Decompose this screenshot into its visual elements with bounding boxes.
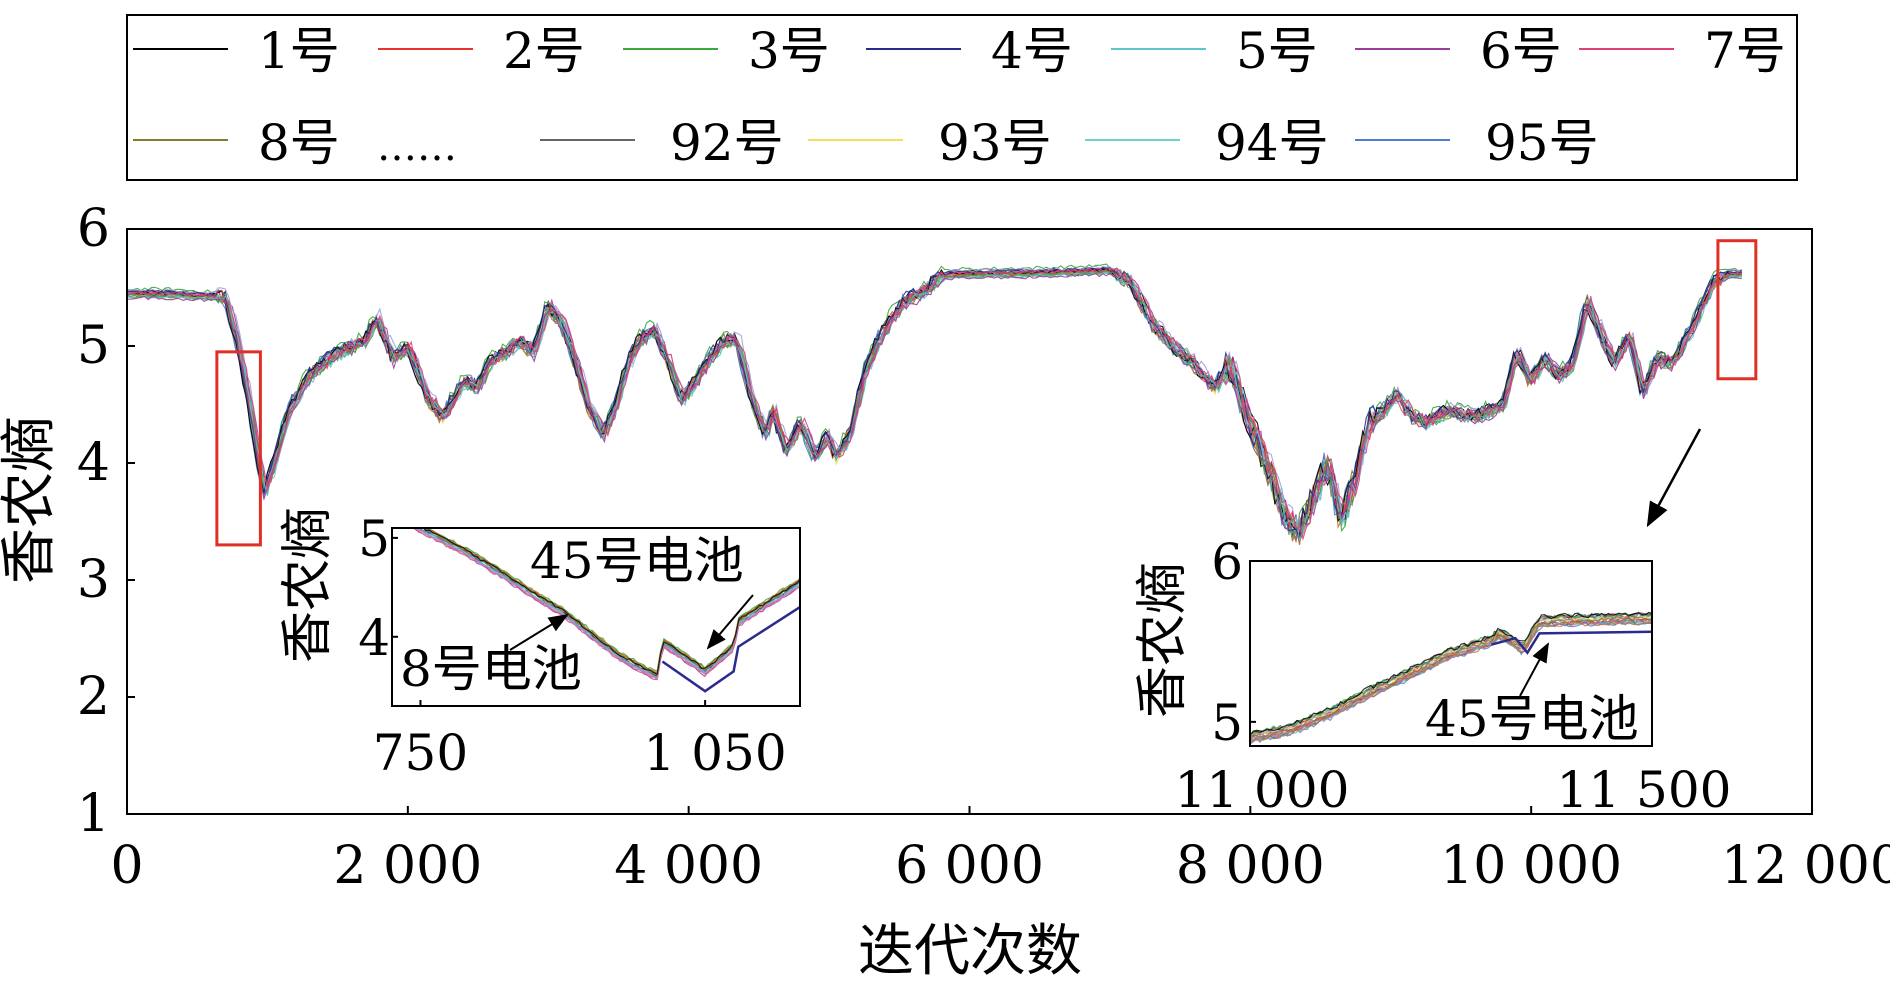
x-tick-label: 750 (373, 724, 468, 782)
inset-left-lines (411, 528, 800, 681)
annotation-45: 45号电池 (530, 532, 744, 590)
highlight-box-left (215, 350, 262, 547)
y-tick-label: 6 (1211, 533, 1243, 591)
legend-label: 3号 (748, 22, 830, 80)
x-tick-label: 6 000 (895, 836, 1044, 896)
y-tick-label: 6 (77, 199, 110, 259)
x-tick-label: 12 000 (1721, 836, 1890, 896)
x-tick-label: 4 000 (614, 836, 763, 896)
x-tick-label: 8 000 (1176, 836, 1325, 896)
series-line (127, 265, 1742, 533)
series-line (127, 267, 1743, 540)
legend-label: 8号 (258, 114, 340, 172)
series-line (127, 272, 1742, 532)
legend-label: 5号 (1236, 22, 1318, 80)
legend-label: 7号 (1704, 22, 1786, 80)
y-tick-label: 3 (77, 550, 110, 610)
annotation-arrow (509, 613, 569, 651)
legend-ellipsis: …… (377, 124, 457, 170)
inset-right-frame (1249, 560, 1653, 747)
legend: 1号 2号 3号 4号 5号 6号 7号 8号 …… 92号 93号 94号 95号 (126, 14, 1798, 181)
inset-right-lines (1250, 611, 1652, 745)
series-line (1250, 616, 1652, 741)
y-axis-label: 香农熵 (0, 416, 62, 584)
x-axis-label: 迭代次数 (858, 919, 1082, 984)
annotation-8: 8号电池 (400, 640, 582, 698)
x-tick-label: 11 500 (1557, 761, 1732, 819)
inset-left-frame (391, 527, 801, 707)
series-line (127, 269, 1742, 536)
y-tick-label: 4 (77, 433, 110, 493)
legend-frame (126, 14, 1798, 181)
legend-label: 1号 (258, 22, 340, 80)
legend-label: 93号 (938, 114, 1052, 172)
series-line (416, 528, 800, 679)
x-tick-label: 2 000 (333, 836, 482, 896)
main-plot: 0 2 000 4 000 6 000 8 000 10 000 12 000 1 2 3 4 5 6 迭… (0, 199, 1890, 984)
series-line (423, 528, 800, 675)
series-line (422, 528, 800, 676)
annotations: 8号电池 45号电池 45号电池 (400, 428, 1702, 748)
y-tick-label: 4 (358, 609, 390, 667)
zoom-arrow (1646, 428, 1702, 528)
inset-left-bg (392, 528, 800, 706)
inset-right-plot: 11 000 11 500 5 6 香农熵 (1133, 533, 1731, 819)
battery-45-line (1490, 630, 1653, 655)
y-tick-label: 2 (77, 667, 110, 727)
y-tick-label: 1 (77, 784, 110, 844)
inset-y-label: 香农熵 (1133, 562, 1193, 718)
y-tick-label: 5 (1211, 694, 1243, 752)
legend-label: 92号 (670, 114, 784, 172)
y-tick-label: 5 (358, 510, 390, 568)
legend-label: 2号 (503, 22, 585, 80)
series-lines (127, 263, 1743, 545)
inset-left-plot: 750 1 050 4 5 香农熵 (278, 507, 801, 782)
series-line (411, 528, 800, 680)
legend-label: 95号 (1485, 114, 1599, 172)
series-line (1250, 620, 1652, 745)
annotation-arrow (1519, 642, 1549, 697)
battery-45-line (661, 606, 801, 693)
x-tick-label: 0 (110, 836, 143, 896)
legend-label: 94号 (1215, 114, 1329, 172)
x-tick-label: 10 000 (1440, 836, 1622, 896)
annotation-45-right: 45号电池 (1425, 690, 1639, 748)
annotation-arrow (706, 594, 754, 650)
inset-y-label: 香农熵 (278, 507, 338, 663)
series-line (127, 267, 1742, 541)
x-tick-label: 11 000 (1175, 761, 1350, 819)
series-line (127, 269, 1742, 535)
y-tick-label: 5 (77, 316, 110, 376)
x-tick-label: 1 050 (644, 724, 787, 782)
legend-label: 6号 (1480, 22, 1562, 80)
legend-label: 4号 (991, 22, 1073, 80)
highlight-box-right (1716, 239, 1758, 381)
series-line (1250, 611, 1652, 736)
